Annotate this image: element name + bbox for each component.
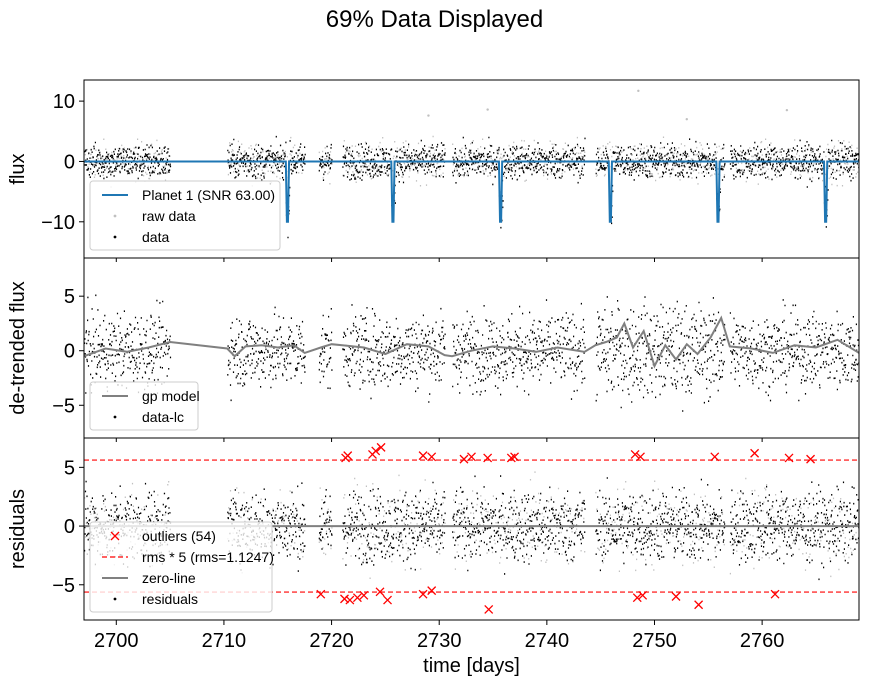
outlier-marker xyxy=(352,593,362,603)
outlier-marker xyxy=(484,604,494,614)
ytick-label: −10 xyxy=(41,212,75,234)
outlier-marker xyxy=(632,593,642,603)
outlier-marker xyxy=(506,453,516,463)
legend-entry: residuals xyxy=(142,591,198,607)
ytick-label: 0 xyxy=(64,151,75,173)
y-axis-label: de-trended flux xyxy=(7,281,29,414)
legend-box xyxy=(89,521,273,613)
outlier-marker xyxy=(427,586,437,596)
legend-box xyxy=(89,180,281,251)
legend-box xyxy=(89,381,199,431)
legend-entry: zero-line xyxy=(142,570,196,586)
outlier-marker xyxy=(340,594,349,604)
x-axis-label: time [days] xyxy=(423,655,520,677)
raw-outlier-point xyxy=(427,114,430,117)
data-lc-points xyxy=(84,294,859,412)
outlier-marker xyxy=(784,453,794,463)
raw-outlier-point xyxy=(486,108,489,111)
xtick-label: 2750 xyxy=(632,630,677,652)
ytick-label: 0 xyxy=(64,341,75,363)
outlier-marker xyxy=(638,590,648,600)
outlier-marker xyxy=(359,590,369,600)
outlier-marker xyxy=(376,442,386,452)
xtick-label: 2730 xyxy=(417,630,462,652)
plot-area-flux xyxy=(84,89,859,239)
legend-entry: gp model xyxy=(142,388,200,404)
outlier-marker xyxy=(343,451,353,461)
legend-entry: data-lc xyxy=(142,409,184,425)
outlier-marker xyxy=(750,448,760,458)
xtick-label: 2740 xyxy=(525,630,570,652)
ytick-label: 10 xyxy=(53,91,75,113)
outlier-marker xyxy=(636,452,645,462)
outlier-marker xyxy=(418,451,428,461)
legend-entry: rms * 5 (rms=1.1247) xyxy=(142,549,274,565)
ytick-label: −5 xyxy=(52,395,75,417)
legend-entry: raw data xyxy=(142,208,196,224)
outlier-marker xyxy=(671,592,681,601)
y-axis-label: flux xyxy=(7,153,29,184)
outlier-marker xyxy=(345,595,355,605)
outlier-marker xyxy=(630,449,640,459)
panel-frame xyxy=(83,437,860,621)
outlier-marker xyxy=(383,595,393,605)
planet-model-line xyxy=(84,160,859,223)
ytick-label: 0 xyxy=(64,516,75,538)
y-axis-label: residuals xyxy=(7,489,29,569)
legend-entry: Planet 1 (SNR 63.00) xyxy=(142,187,275,203)
figure-title: 69% Data Displayed xyxy=(325,6,544,33)
xtick-label: 2760 xyxy=(740,630,785,652)
xtick-label: 2700 xyxy=(94,630,139,652)
outlier-marker xyxy=(371,446,381,456)
xtick-label: 2710 xyxy=(202,630,247,652)
outlier-marker xyxy=(459,454,469,464)
raw-outlier-point xyxy=(685,118,688,121)
ytick-label: −5 xyxy=(52,575,75,597)
outlier-marker xyxy=(806,454,816,464)
legend-swatch xyxy=(113,597,117,601)
legend-entry: outliers (54) xyxy=(142,528,216,544)
legend-swatch xyxy=(113,214,117,218)
outlier-marker xyxy=(510,452,520,462)
xtick-label: 2720 xyxy=(309,630,354,652)
outlier-marker xyxy=(467,452,476,462)
outlier-marker xyxy=(483,453,493,463)
legend-swatch xyxy=(113,235,117,239)
outlier-marker xyxy=(316,589,326,599)
outlier-marker xyxy=(427,452,437,462)
legend-swatch xyxy=(110,531,120,541)
outlier-marker xyxy=(375,587,385,597)
raw-outlier-point xyxy=(637,89,640,93)
outlier-marker xyxy=(710,452,720,462)
legend-entry: data xyxy=(142,229,169,245)
gp-model-line xyxy=(84,315,859,369)
ytick-label: 5 xyxy=(64,457,75,479)
ytick-label: 5 xyxy=(64,286,75,308)
outlier-marker xyxy=(418,589,428,599)
outlier-marker xyxy=(770,589,780,599)
raw-residual-points xyxy=(84,471,859,580)
outlier-marker xyxy=(694,600,704,610)
plot-area-detrended xyxy=(84,294,859,412)
legend-swatch xyxy=(113,415,117,419)
raw-outlier-point xyxy=(785,108,789,112)
